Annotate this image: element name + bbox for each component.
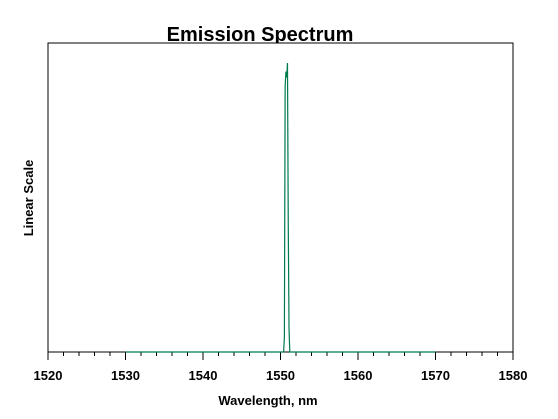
x-axis-label: Wavelength, nm [218,393,317,408]
x-major-ticks [47,352,514,360]
x-tick-label: 1570 [421,368,450,383]
y-axis-label: Linear Scale [21,160,36,237]
x-tick-label: 1550 [266,368,295,383]
x-tick-label: 1560 [344,368,373,383]
series-layer [125,62,436,353]
x-tick-label: 1540 [189,368,218,383]
x-tick-labels: 1520 1530 1540 1550 1560 1570 1580 [34,368,528,383]
x-tick-label: 1530 [111,368,140,383]
spectrum-series-line [125,62,436,353]
plot-area [47,42,514,353]
x-tick-label: 1520 [34,368,63,383]
x-tick-label: 1580 [499,368,528,383]
chart-title: Emission Spectrum [167,24,354,46]
x-minor-ticks [63,352,498,356]
